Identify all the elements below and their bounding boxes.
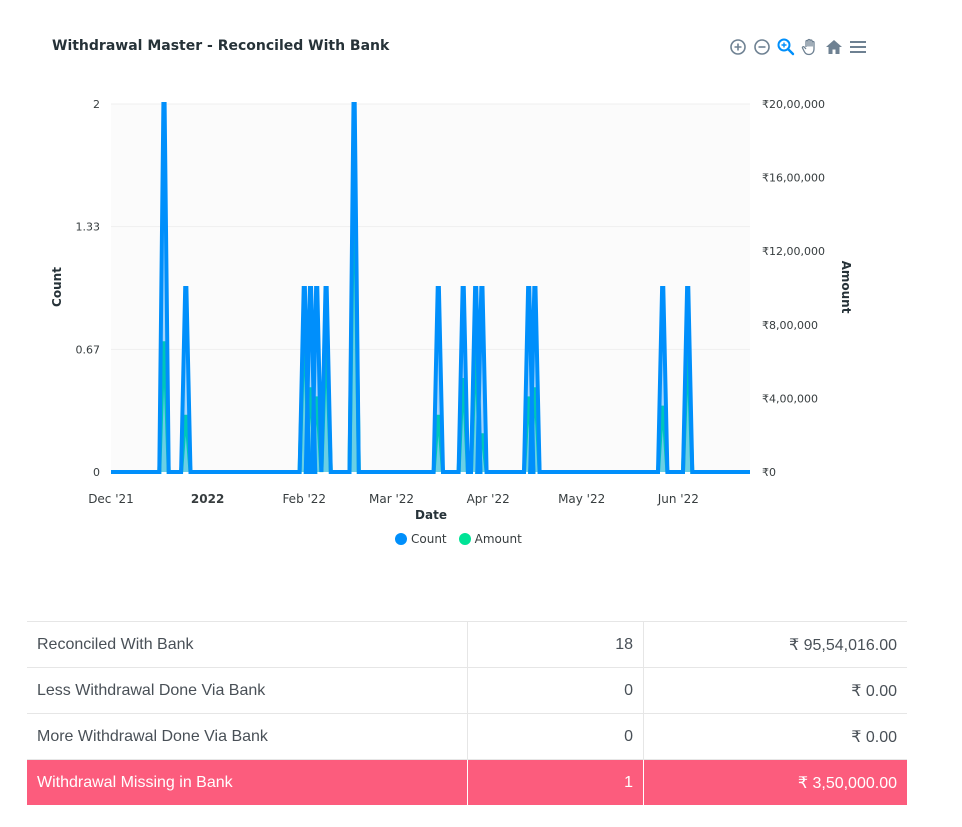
reset-home-icon[interactable]: [824, 37, 844, 57]
table-row: Less Withdrawal Done Via Bank 0 ₹ 0.00: [27, 667, 907, 714]
legend-label-count: Count: [411, 532, 447, 546]
row-label: Withdrawal Missing in Bank: [27, 759, 468, 805]
menu-icon[interactable]: [848, 37, 868, 57]
x-tick-label: Jun '22: [657, 492, 699, 506]
series-area-count: [111, 104, 750, 472]
row-label: Less Withdrawal Done Via Bank: [27, 667, 468, 714]
y-right-tick-label: ₹16,00,000: [762, 172, 825, 185]
legend-marker-count: [395, 533, 407, 545]
x-axis-title: Date: [415, 508, 447, 522]
plot-area: [111, 104, 750, 472]
legend-item-count[interactable]: Count: [395, 532, 447, 546]
table-row: More Withdrawal Done Via Bank 0 ₹ 0.00: [27, 713, 907, 760]
row-amount: ₹ 0.00: [643, 667, 907, 714]
x-tick-label: Apr '22: [467, 492, 510, 506]
chart-toolbar: [728, 37, 868, 57]
chart-title: Withdrawal Master - Reconciled With Bank: [52, 38, 390, 54]
legend-marker-amount: [458, 533, 471, 545]
row-amount: ₹ 0.00: [643, 713, 907, 760]
table-row-highlighted: Withdrawal Missing in Bank 1 ₹ 3,50,000.…: [27, 759, 907, 805]
row-count: 0: [467, 713, 644, 760]
y-right-axis-title: Amount: [839, 261, 853, 314]
y-right-tick-label: ₹12,00,000: [762, 245, 825, 258]
summary-table: Reconciled With Bank 18 ₹ 95,54,016.00 L…: [27, 621, 907, 805]
row-amount: ₹ 95,54,016.00: [643, 621, 907, 668]
y-left-tick-label: 0: [93, 466, 100, 479]
pan-hand-icon[interactable]: [800, 37, 820, 57]
chart-legend: Count Amount: [395, 532, 522, 546]
y-right-tick-label: ₹4,00,000: [762, 392, 818, 405]
x-tick-label: 2022: [191, 492, 224, 506]
y-right-tick-label: ₹0: [762, 466, 776, 479]
table-row: Reconciled With Bank 18 ₹ 95,54,016.00: [27, 621, 907, 668]
legend-label-amount: Amount: [474, 532, 522, 546]
series-line-count: [111, 102, 750, 474]
y-right-tick-label: ₹20,00,000: [762, 98, 825, 111]
series-area-amount: [111, 168, 750, 472]
row-label: Reconciled With Bank: [27, 621, 468, 668]
x-tick-label: Feb '22: [282, 492, 326, 506]
legend-item-amount[interactable]: Amount: [458, 532, 522, 546]
x-tick-label: Mar '22: [369, 492, 414, 506]
y-left-tick-label: 0.67: [76, 343, 101, 356]
row-count: 1: [467, 759, 644, 805]
zoom-in-icon[interactable]: [728, 37, 748, 57]
row-amount: ₹ 3,50,000.00: [643, 759, 907, 805]
y-left-tick-label: 2: [93, 98, 100, 111]
row-label: More Withdrawal Done Via Bank: [27, 713, 468, 760]
y-right-tick-label: ₹8,00,000: [762, 319, 818, 332]
x-tick-label: May '22: [558, 492, 605, 506]
y-left-tick-label: 1.33: [76, 221, 101, 234]
zoom-select-icon[interactable]: [776, 37, 796, 57]
y-left-axis-title: Count: [50, 267, 64, 307]
chart-canvas: 0 0.67 1.33 2 ₹0 ₹4,00,000 ₹8,00,000 ₹12,00,000…: [50, 98, 853, 522]
row-count: 0: [467, 667, 644, 714]
row-count: 18: [467, 621, 644, 668]
zoom-out-icon[interactable]: [752, 37, 772, 57]
x-tick-label: Dec '21: [88, 492, 134, 506]
